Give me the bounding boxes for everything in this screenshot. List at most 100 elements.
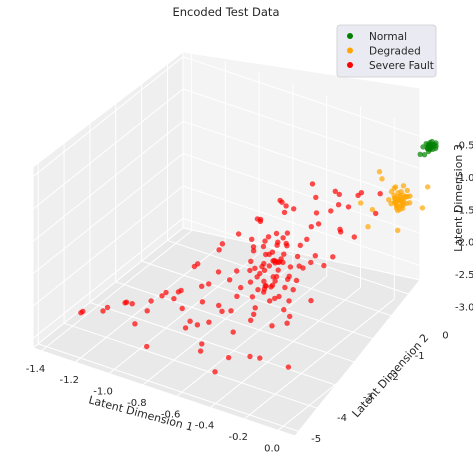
point-severe-fault xyxy=(266,263,272,269)
legend-label-degraded: Degraded xyxy=(369,46,421,58)
point-severe-fault xyxy=(271,257,277,264)
point-severe-fault xyxy=(287,313,293,320)
legend-box xyxy=(336,24,437,78)
point-severe-fault xyxy=(252,305,258,311)
point-severe-fault xyxy=(315,221,322,227)
x-grid-line xyxy=(108,253,260,374)
z-tick-label: -1.0 xyxy=(455,173,473,184)
z-tick-label: -1.5 xyxy=(455,205,473,216)
z-axis-label: Latent Dimension 3 xyxy=(452,144,465,252)
point-severe-fault xyxy=(219,308,225,314)
legend-label-severe-fault: Severe Fault xyxy=(369,60,434,72)
point-severe-fault xyxy=(272,295,278,302)
point-severe-fault xyxy=(263,283,269,289)
point-severe-fault xyxy=(297,242,303,248)
point-severe-fault xyxy=(300,265,306,271)
point-severe-fault xyxy=(261,278,267,284)
point-severe-fault xyxy=(290,287,296,293)
point-severe-fault xyxy=(247,267,253,274)
point-severe-fault xyxy=(206,281,212,287)
point-severe-fault xyxy=(285,364,292,370)
point-severe-fault xyxy=(377,191,383,197)
point-severe-fault xyxy=(199,299,206,305)
point-severe-fault xyxy=(254,216,261,222)
z-grid-line xyxy=(32,153,184,275)
point-severe-fault xyxy=(215,269,222,275)
z-grid-line xyxy=(182,217,446,307)
x-tick-label: -0.6 xyxy=(161,409,181,420)
point-normal xyxy=(432,145,439,152)
z-grid-line xyxy=(182,185,446,275)
point-severe-fault xyxy=(257,355,263,361)
point-severe-fault xyxy=(275,267,281,273)
point-severe-fault xyxy=(304,236,310,242)
point-normal xyxy=(421,152,428,158)
point-severe-fault xyxy=(294,253,301,260)
point-severe-fault xyxy=(171,296,177,302)
point-severe-fault xyxy=(279,199,285,205)
point-severe-fault xyxy=(238,284,244,291)
point-severe-fault xyxy=(219,241,226,247)
point-degraded xyxy=(407,193,413,199)
x-grid-line xyxy=(243,298,395,420)
point-severe-fault xyxy=(159,293,165,299)
point-severe-fault xyxy=(144,343,150,350)
x-tick-label: -1.2 xyxy=(60,375,80,386)
point-severe-fault xyxy=(187,318,193,324)
point-severe-fault xyxy=(100,308,106,314)
legend-label-normal: Normal xyxy=(369,31,407,43)
point-severe-fault xyxy=(291,206,297,212)
point-severe-fault xyxy=(191,263,198,270)
point-severe-fault xyxy=(336,191,342,198)
point-degraded xyxy=(358,200,364,206)
point-degraded xyxy=(376,169,383,175)
point-severe-fault xyxy=(281,209,288,216)
point-severe-fault xyxy=(351,234,357,240)
point-degraded xyxy=(388,188,395,195)
point-severe-fault xyxy=(225,354,232,361)
z-tick-label: -2.5 xyxy=(455,270,473,281)
point-severe-fault xyxy=(275,239,281,245)
point-degraded xyxy=(392,184,399,190)
x-grid-line xyxy=(41,230,192,352)
x-tick-label: -0.2 xyxy=(229,432,249,443)
z-tick-label: -2.0 xyxy=(455,238,473,249)
point-severe-fault xyxy=(358,190,365,196)
legend-marker-severe-fault xyxy=(347,62,353,68)
point-severe-fault xyxy=(328,208,334,214)
z-tick-label: -0.5 xyxy=(455,141,473,152)
point-severe-fault xyxy=(248,317,254,323)
x-tick-label: -1.0 xyxy=(93,387,113,398)
point-severe-fault xyxy=(313,194,319,201)
tick-labels: -1.4 -1.2 -1.0 -0.8 -0.6 -0.4 -0.2 0.0 -5 -4 -3 -2 -… xyxy=(26,141,473,455)
y-tick-label: -5 xyxy=(311,434,321,445)
point-severe-fault xyxy=(144,308,150,314)
point-severe-fault xyxy=(179,305,185,312)
point-severe-fault xyxy=(104,304,111,311)
y-tick-label: 0 xyxy=(442,330,448,341)
point-degraded xyxy=(369,206,376,213)
z-grid-line xyxy=(32,120,184,242)
point-severe-fault xyxy=(216,247,222,253)
y-grid-line xyxy=(141,260,404,350)
point-severe-fault xyxy=(261,260,267,267)
point-severe-fault xyxy=(249,236,255,242)
point-severe-fault xyxy=(216,302,222,309)
point-severe-fault xyxy=(267,298,273,304)
point-severe-fault xyxy=(228,308,234,314)
legend-marker-degraded xyxy=(347,47,353,54)
point-severe-fault xyxy=(234,268,240,274)
z-grid-line xyxy=(32,217,184,339)
point-severe-fault xyxy=(129,301,135,307)
point-severe-fault xyxy=(175,289,182,295)
y-tick-label: -4 xyxy=(337,413,347,424)
x-tick-label: 0.0 xyxy=(264,443,280,454)
point-severe-fault xyxy=(250,248,257,254)
point-severe-fault xyxy=(309,181,316,187)
z-grid-line xyxy=(182,88,446,178)
point-severe-fault xyxy=(308,224,314,230)
point-severe-fault xyxy=(255,287,261,293)
point-severe-fault xyxy=(235,231,242,237)
point-severe-fault xyxy=(282,284,288,291)
chart-title: Encoded Test Data xyxy=(172,5,279,19)
